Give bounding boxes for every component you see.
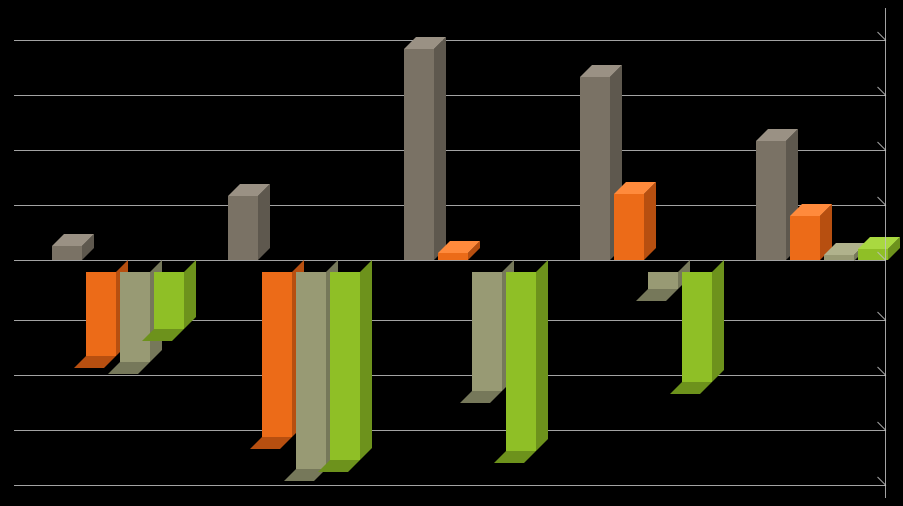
bar — [506, 272, 536, 451]
bar — [404, 49, 434, 260]
bar — [472, 272, 502, 391]
bars-layer — [14, 8, 886, 498]
bar — [682, 272, 712, 382]
bar — [296, 272, 326, 469]
bar — [580, 77, 610, 260]
bar — [262, 272, 292, 437]
bar — [790, 216, 820, 260]
right-wall-edge — [885, 8, 886, 498]
bar-chart-3d — [0, 0, 903, 506]
bar — [824, 255, 854, 261]
bar — [228, 196, 258, 260]
bar — [614, 194, 644, 260]
bar — [438, 253, 468, 260]
plot-area — [14, 8, 886, 498]
bar — [52, 246, 82, 260]
bar — [154, 272, 184, 329]
bar — [330, 272, 360, 460]
bar — [120, 272, 150, 362]
bar — [756, 141, 786, 260]
bar — [648, 272, 678, 289]
bar — [86, 272, 116, 356]
